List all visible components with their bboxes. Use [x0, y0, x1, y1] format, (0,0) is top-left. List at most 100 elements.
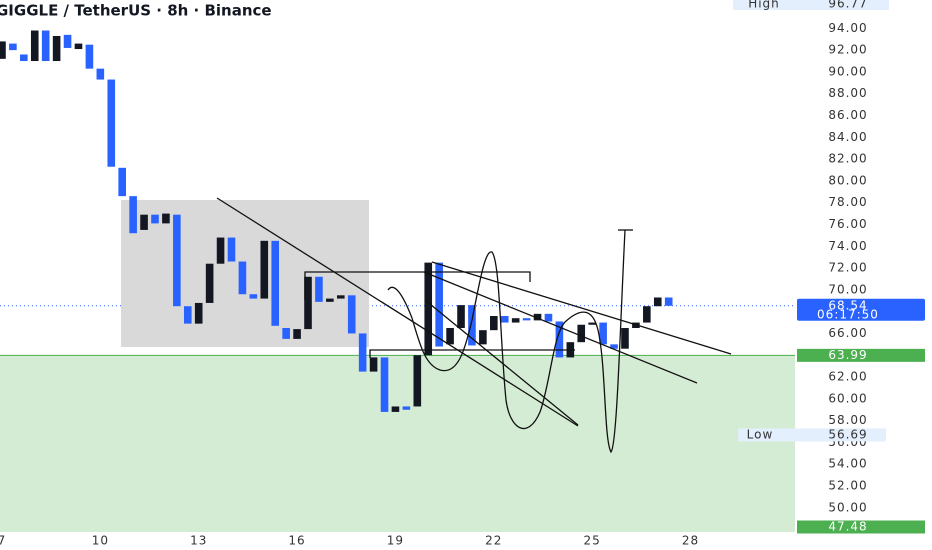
candle-body: [326, 298, 334, 302]
candle-body: [216, 237, 225, 264]
candle-body: [74, 43, 83, 50]
candle-body: [238, 261, 247, 295]
candle-body: [555, 321, 564, 358]
candle-body: [369, 357, 378, 372]
candle-body: [653, 297, 662, 307]
candle-body: [9, 43, 17, 51]
candle-body: [479, 330, 487, 345]
candle-body: [457, 305, 465, 329]
y-tick-label: 92.00: [828, 43, 867, 57]
candle-body: [129, 196, 137, 234]
low-value: 56.69: [828, 427, 867, 441]
candle-body: [468, 305, 476, 346]
low-label: Low: [747, 427, 774, 441]
candle-body: [522, 318, 531, 321]
candle-body: [41, 30, 50, 62]
y-tick-label: 80.00: [828, 173, 867, 187]
candle-body: [0, 41, 6, 59]
zone-bottom-label: 47.48: [828, 520, 867, 534]
y-tick-label: 76.00: [828, 217, 867, 231]
candle-body: [446, 328, 454, 345]
candle-body: [490, 316, 498, 331]
support-label: 63.99: [828, 348, 867, 362]
y-tick-label: 66.00: [828, 326, 867, 340]
candle-body: [52, 35, 61, 62]
candle-body: [85, 44, 94, 69]
x-tick-label: 13: [190, 534, 207, 548]
candle-body: [260, 240, 269, 299]
y-tick-label: 72.00: [828, 261, 867, 275]
high-value: 96.77: [828, 0, 867, 11]
candle-body: [107, 79, 116, 167]
candle-body: [227, 237, 236, 262]
y-tick-label: 62.00: [828, 370, 867, 384]
countdown: 06:17:50: [817, 307, 879, 321]
candles: [0, 30, 673, 412]
support-box: [797, 348, 925, 362]
candle-body: [413, 355, 422, 407]
candle-body: [151, 214, 159, 224]
y-tick-label: 60.00: [828, 391, 867, 405]
zone-layer: [0, 305, 795, 532]
candle-body: [118, 167, 126, 197]
candle-body: [30, 30, 39, 62]
y-tick-label: 52.00: [828, 479, 867, 493]
y-tick-label: 88.00: [828, 86, 867, 100]
y-tick-label: 74.00: [828, 239, 867, 253]
y-tick-label: 84.00: [828, 130, 867, 144]
candle-body: [544, 313, 553, 322]
candle-body: [511, 318, 520, 323]
candle-body: [282, 328, 290, 339]
candle-body: [162, 213, 170, 224]
support-zone: [0, 355, 795, 532]
low-box: [738, 428, 886, 442]
chart-title: GIGGLE / TetherUS · 8h · Binance: [0, 2, 272, 20]
candle-body: [304, 276, 312, 330]
candle-body: [347, 295, 356, 334]
last-price: 68.54: [828, 298, 867, 312]
high-box: [733, 0, 889, 10]
zone-bottom-box: [797, 520, 925, 534]
candle-body: [183, 306, 192, 324]
y-tick-label: 94.00: [828, 21, 867, 35]
price-axis: [795, 0, 932, 550]
y-tick-label: 78.00: [828, 195, 867, 209]
candle-body: [293, 329, 301, 339]
high-label: High: [748, 0, 780, 11]
candle-body: [380, 357, 389, 412]
candle-body: [173, 214, 181, 307]
candle-body: [336, 295, 345, 299]
y-tick-label: 82.00: [828, 152, 867, 166]
y-tick-label: 50.00: [828, 500, 867, 514]
freehand: [387, 229, 626, 454]
candle-body: [435, 262, 443, 347]
candle-body: [315, 276, 323, 302]
x-tick-label: 16: [288, 534, 305, 548]
last-price-box: [797, 298, 925, 321]
box-outline: [369, 349, 575, 358]
y-tick-label: 70.00: [828, 282, 867, 296]
y-tick-label: 86.00: [828, 108, 867, 122]
candle-body: [140, 214, 148, 230]
candle-body: [205, 263, 214, 303]
candle-body: [63, 34, 72, 48]
x-tick-label: 7: [0, 534, 6, 548]
candle-body: [424, 262, 433, 356]
box-outline: [304, 271, 531, 300]
trend-line: [424, 299, 579, 426]
candle-body: [664, 297, 673, 306]
trend-line: [216, 197, 579, 427]
candle-body: [358, 333, 367, 372]
x-tick-label: 22: [485, 534, 502, 548]
candle-body: [20, 54, 28, 62]
y-tick-label: 58.00: [828, 413, 867, 427]
candle-body: [643, 306, 651, 323]
x-tick-label: 10: [92, 534, 109, 548]
trend-line: [423, 271, 698, 384]
candle-body: [249, 294, 258, 299]
x-tick-label: 19: [387, 534, 404, 548]
y-tick-label: 90.00: [828, 64, 867, 78]
candle-body: [500, 316, 509, 323]
